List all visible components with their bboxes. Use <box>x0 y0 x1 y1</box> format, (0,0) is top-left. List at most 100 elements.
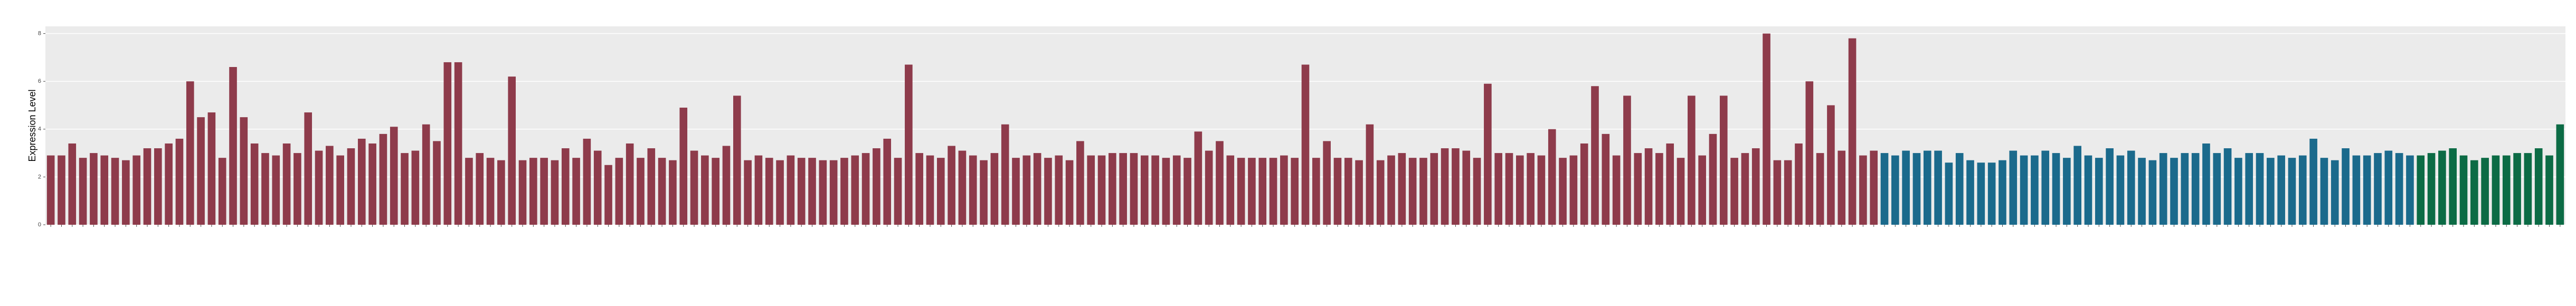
bar <box>2545 155 2553 225</box>
bar <box>797 158 806 225</box>
bar <box>2449 148 2457 225</box>
bar <box>1130 153 1138 225</box>
bar <box>1505 153 1513 225</box>
bar <box>1559 158 1567 225</box>
bar <box>1301 64 1310 225</box>
bar <box>1784 160 1792 225</box>
bar <box>1644 148 1653 225</box>
bar <box>690 150 698 225</box>
bar <box>2181 153 2189 225</box>
bar <box>2374 153 2382 225</box>
bar <box>2052 153 2060 225</box>
bar <box>218 158 226 225</box>
bar <box>701 155 709 225</box>
bar <box>2309 138 2317 225</box>
bar <box>1044 158 1052 225</box>
bar <box>948 146 955 225</box>
bar <box>229 67 237 225</box>
bar <box>829 160 838 225</box>
bar <box>733 95 741 225</box>
bar <box>1087 155 1095 225</box>
bar <box>315 150 323 225</box>
bar <box>165 143 173 225</box>
bar <box>390 127 398 225</box>
bar <box>1172 155 1181 225</box>
bar <box>1140 155 1149 225</box>
bar <box>90 153 98 225</box>
bar <box>1408 158 1417 225</box>
bar <box>1591 86 1599 225</box>
bar <box>1709 133 1717 225</box>
bar <box>336 155 344 225</box>
bar <box>626 143 634 225</box>
bar <box>1527 153 1535 225</box>
bar <box>1945 162 1953 225</box>
bar <box>1923 150 1931 225</box>
bar <box>293 153 301 225</box>
bar <box>132 155 140 225</box>
bar <box>776 160 784 225</box>
bar <box>1827 105 1835 225</box>
bar <box>1494 153 1502 225</box>
bar <box>2502 155 2511 225</box>
bar <box>1859 155 1867 225</box>
bar <box>2513 153 2521 225</box>
bar <box>1387 155 1395 225</box>
bar <box>1312 158 1320 225</box>
bar <box>1280 155 1288 225</box>
bar <box>250 143 259 225</box>
bar <box>2213 153 2221 225</box>
bar <box>1987 162 1996 225</box>
bar <box>1151 155 1159 225</box>
bar <box>990 153 999 225</box>
bar <box>1344 158 1352 225</box>
bar <box>100 155 109 225</box>
bar <box>2417 155 2425 225</box>
bar <box>765 158 773 225</box>
bar <box>808 158 816 225</box>
bar <box>572 158 580 225</box>
bar <box>958 150 967 225</box>
bar <box>1902 150 1910 225</box>
bar <box>2320 158 2328 225</box>
bar <box>282 143 291 225</box>
bar <box>2395 153 2403 225</box>
bar <box>2202 143 2210 225</box>
bar <box>1269 158 1277 225</box>
bar <box>2063 158 2071 225</box>
bar <box>905 64 913 225</box>
bar <box>1119 153 1127 225</box>
bar <box>1698 155 1706 225</box>
bar <box>819 160 827 225</box>
bar <box>79 158 87 225</box>
bar <box>1452 148 1460 225</box>
bar <box>2524 153 2532 225</box>
bar <box>1216 141 1224 225</box>
bar <box>2384 150 2393 225</box>
bar <box>980 160 988 225</box>
bar <box>2331 160 2339 225</box>
bar <box>1612 155 1621 225</box>
bar <box>2170 158 2178 225</box>
bar <box>2427 153 2436 225</box>
bar <box>722 146 731 225</box>
bar <box>1838 150 1846 225</box>
bar <box>2459 155 2468 225</box>
bar <box>357 138 366 225</box>
bar <box>1966 160 1974 225</box>
bar <box>1419 158 1427 225</box>
bar <box>411 150 420 225</box>
bar <box>1912 153 1921 225</box>
bar <box>1333 158 1342 225</box>
bar <box>2041 150 2050 225</box>
bar <box>1205 150 1213 225</box>
bar <box>1001 124 1009 225</box>
bar <box>1977 162 1985 225</box>
bar <box>1763 33 1770 225</box>
bar <box>2277 155 2285 225</box>
bar <box>58 155 65 225</box>
bar <box>926 155 934 225</box>
bar <box>1602 133 1610 225</box>
bar <box>197 117 205 225</box>
bar <box>1623 95 1631 225</box>
